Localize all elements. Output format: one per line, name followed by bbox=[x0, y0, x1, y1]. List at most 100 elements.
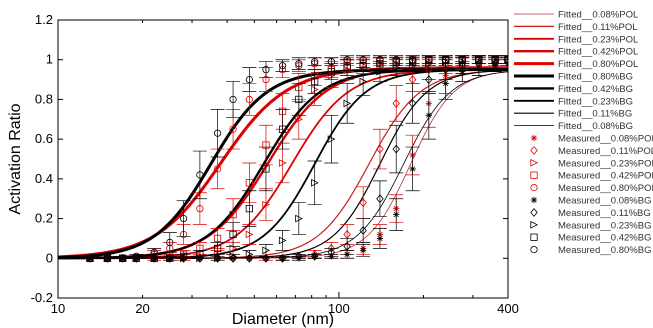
data-point bbox=[213, 253, 222, 263]
data-point bbox=[392, 98, 400, 108]
data-point bbox=[196, 250, 204, 258]
data-point bbox=[392, 56, 400, 64]
data-point bbox=[150, 248, 158, 256]
error-bar bbox=[210, 109, 225, 158]
measured-series-9 bbox=[86, 55, 508, 262]
y-axis-title: Activation Ratio bbox=[7, 103, 24, 214]
legend-marker bbox=[530, 145, 538, 155]
data-point bbox=[359, 226, 367, 235]
x-tick-label: 100 bbox=[328, 301, 350, 316]
data-point bbox=[376, 67, 385, 76]
x-axis-title: Diameter (nm) bbox=[232, 311, 334, 328]
error-bar bbox=[340, 83, 355, 124]
y-tick-label: 0.8 bbox=[35, 91, 53, 106]
legend-entry-2: Fitted__0.23%POL bbox=[514, 34, 638, 45]
measured-series-1 bbox=[86, 57, 508, 263]
data-point bbox=[229, 244, 238, 253]
data-point bbox=[86, 253, 94, 263]
legend-label: Fitted__0.11%BG bbox=[558, 109, 632, 120]
data-point bbox=[196, 205, 204, 213]
error-bar bbox=[291, 253, 306, 259]
data-point bbox=[359, 77, 368, 86]
legend: Fitted__0.08%POLFitted__0.11%POLFitted__… bbox=[514, 10, 653, 256]
legend-entry-8: Fitted__0.11%BG bbox=[514, 109, 632, 120]
data-point bbox=[359, 56, 367, 64]
data-point bbox=[262, 253, 270, 263]
error-bar bbox=[372, 55, 387, 65]
legend-entry-17: Measured__0.23%BG bbox=[530, 220, 651, 231]
measured-series-5 bbox=[86, 57, 508, 262]
error-bar bbox=[501, 55, 508, 65]
data-point bbox=[229, 230, 237, 239]
y-tick-label: 1.2 bbox=[35, 12, 53, 27]
legend-entry-3: Fitted__0.42%POL bbox=[514, 47, 638, 58]
legend-marker bbox=[530, 207, 538, 217]
error-bar bbox=[356, 186, 371, 219]
legend-entry-16: Measured__0.11%BG bbox=[530, 207, 651, 219]
error-bar bbox=[291, 202, 306, 235]
data-point bbox=[166, 253, 174, 263]
error-bar bbox=[389, 124, 404, 174]
error-bar bbox=[405, 83, 420, 124]
legend-label: Fitted__0.80%POL bbox=[558, 59, 638, 70]
data-point bbox=[262, 200, 271, 209]
data-point bbox=[229, 125, 237, 133]
legend-marker bbox=[530, 196, 538, 204]
error-bar bbox=[176, 200, 191, 237]
data-point bbox=[150, 253, 158, 263]
legend-entry-7: Fitted__0.23%BG bbox=[514, 96, 633, 107]
fitted-curve-3 bbox=[58, 66, 508, 260]
error-bar bbox=[501, 57, 508, 67]
legend-entry-4: Fitted__0.80%POL bbox=[514, 59, 638, 70]
data-point bbox=[425, 56, 433, 64]
data-point bbox=[376, 56, 384, 64]
data-point bbox=[229, 210, 237, 219]
error-bar bbox=[455, 55, 470, 65]
legend-label: Measured__0.42%POL bbox=[558, 171, 653, 182]
data-point bbox=[214, 165, 222, 173]
error-bar bbox=[340, 55, 355, 65]
data-point bbox=[311, 77, 319, 86]
legend-entry-5: Fitted__0.80%BG bbox=[514, 72, 633, 83]
data-point bbox=[441, 65, 450, 75]
legend-label: Measured__0.23%POL bbox=[558, 158, 653, 169]
error-bar bbox=[421, 55, 436, 65]
error-bar bbox=[356, 55, 371, 65]
y-tick-label: -0.2 bbox=[31, 290, 53, 305]
data-point bbox=[409, 165, 416, 173]
legend-label: Fitted__0.11%POL bbox=[558, 22, 638, 33]
data-point bbox=[119, 253, 127, 263]
legend-entry-9: Fitted__0.08%BG bbox=[514, 121, 633, 132]
y-tick-label: 0 bbox=[46, 250, 53, 265]
legend-label: Fitted__0.42%POL bbox=[558, 47, 638, 58]
error-bar bbox=[307, 69, 322, 94]
error-bar bbox=[275, 230, 290, 251]
legend-label: Measured__0.11%BG bbox=[558, 208, 651, 219]
data-point bbox=[214, 234, 222, 243]
data-point bbox=[376, 194, 384, 204]
error-bar bbox=[389, 55, 404, 65]
legend-label: Measured__0.08%BG bbox=[558, 196, 651, 207]
measured-series-4 bbox=[86, 55, 508, 262]
legend-entry-10: Measured__0.08%POL bbox=[530, 134, 653, 145]
data-point bbox=[278, 253, 287, 263]
legend-label: Fitted__0.08%BG bbox=[558, 121, 633, 132]
legend-entry-18: Measured__0.42%BG bbox=[530, 233, 651, 244]
legend-label: Measured__0.42%BG bbox=[558, 233, 651, 244]
legend-entry-6: Fitted__0.42%BG bbox=[514, 84, 633, 95]
error-bar bbox=[389, 85, 404, 122]
data-point bbox=[245, 250, 254, 259]
data-point bbox=[119, 254, 127, 262]
data-point bbox=[409, 56, 417, 64]
legend-marker bbox=[530, 134, 538, 142]
measured-series-6 bbox=[86, 57, 508, 263]
fitted-curve-5 bbox=[58, 68, 508, 259]
data-point bbox=[196, 253, 204, 263]
legend-marker bbox=[530, 158, 539, 167]
error-bar bbox=[162, 232, 177, 253]
plot-frame bbox=[57, 19, 509, 299]
series-layer bbox=[58, 55, 508, 263]
legend-entry-0: Fitted__0.08%POL bbox=[514, 10, 638, 21]
error-bar bbox=[324, 114, 339, 164]
data-point bbox=[119, 255, 126, 262]
